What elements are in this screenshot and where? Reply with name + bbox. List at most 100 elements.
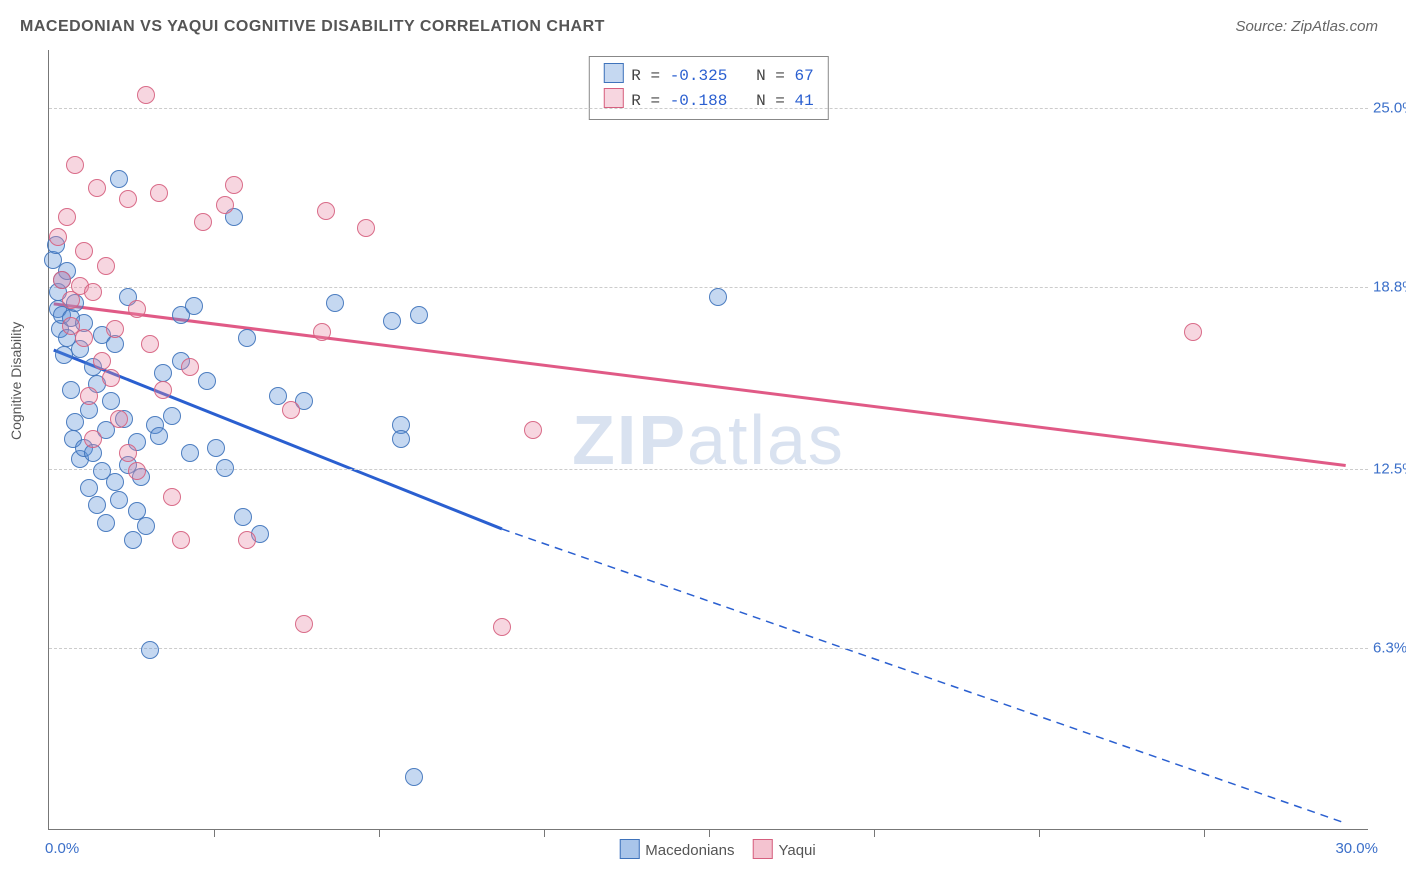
data-point	[410, 306, 428, 324]
legend-swatch	[619, 839, 639, 859]
chart-title: MACEDONIAN VS YAQUI COGNITIVE DISABILITY…	[20, 18, 605, 36]
data-point	[154, 364, 172, 382]
data-point	[216, 196, 234, 214]
data-point	[128, 300, 146, 318]
data-point	[97, 514, 115, 532]
x-tick	[214, 829, 215, 837]
data-point	[207, 439, 225, 457]
legend-stat-row: R = -0.188 N = 41	[603, 88, 813, 113]
data-point	[150, 427, 168, 445]
data-point	[88, 179, 106, 197]
data-point	[238, 329, 256, 347]
data-point	[66, 156, 84, 174]
data-point	[216, 459, 234, 477]
data-point	[172, 531, 190, 549]
legend-stat-row: R = -0.325 N = 67	[603, 63, 813, 88]
x-tick	[1039, 829, 1040, 837]
data-point	[97, 257, 115, 275]
data-point	[282, 401, 300, 419]
chart-plot-area: ZIPatlas R = -0.325 N = 67R = -0.188 N =…	[48, 50, 1368, 830]
y-tick-label: 6.3%	[1373, 640, 1406, 657]
legend-series: Macedonians Yaqui	[601, 839, 816, 859]
legend-swatch	[603, 63, 623, 83]
gridline	[49, 108, 1368, 109]
data-point	[150, 184, 168, 202]
data-point	[110, 170, 128, 188]
y-tick-label: 18.8%	[1373, 278, 1406, 295]
data-point	[58, 208, 76, 226]
x-tick	[544, 829, 545, 837]
data-point	[110, 410, 128, 428]
data-point	[84, 430, 102, 448]
data-point	[326, 294, 344, 312]
x-tick	[379, 829, 380, 837]
legend-label: Macedonians	[645, 842, 734, 859]
legend-label: Yaqui	[778, 842, 815, 859]
data-point	[75, 329, 93, 347]
x-tick	[1204, 829, 1205, 837]
data-point	[88, 496, 106, 514]
regression-lines-layer	[49, 50, 1368, 829]
data-point	[493, 618, 511, 636]
data-point	[269, 387, 287, 405]
source-label: Source: ZipAtlas.com	[1235, 18, 1378, 35]
data-point	[124, 531, 142, 549]
data-point	[238, 531, 256, 549]
data-point	[1184, 323, 1202, 341]
data-point	[357, 219, 375, 237]
data-point	[313, 323, 331, 341]
data-point	[154, 381, 172, 399]
regression-line-dashed	[502, 529, 1346, 823]
watermark: ZIPatlas	[572, 400, 845, 480]
x-axis-min-label: 0.0%	[45, 840, 79, 857]
data-point	[383, 312, 401, 330]
data-point	[53, 271, 71, 289]
legend-stats-box: R = -0.325 N = 67R = -0.188 N = 41	[588, 56, 828, 120]
data-point	[163, 407, 181, 425]
data-point	[234, 508, 252, 526]
data-point	[198, 372, 216, 390]
gridline	[49, 469, 1368, 470]
y-axis-label: Cognitive Disability	[8, 322, 24, 440]
data-point	[317, 202, 335, 220]
data-point	[80, 479, 98, 497]
x-tick	[709, 829, 710, 837]
data-point	[524, 421, 542, 439]
data-point	[106, 320, 124, 338]
data-point	[709, 288, 727, 306]
legend-swatch	[603, 88, 623, 108]
gridline	[49, 648, 1368, 649]
data-point	[405, 768, 423, 786]
legend-swatch	[752, 839, 772, 859]
data-point	[295, 615, 313, 633]
data-point	[392, 430, 410, 448]
x-tick	[874, 829, 875, 837]
y-tick-label: 12.5%	[1373, 460, 1406, 477]
data-point	[141, 335, 159, 353]
data-point	[141, 641, 159, 659]
x-axis-max-label: 30.0%	[1335, 840, 1378, 857]
data-point	[102, 369, 120, 387]
data-point	[137, 86, 155, 104]
data-point	[181, 358, 199, 376]
data-point	[163, 488, 181, 506]
data-point	[93, 352, 111, 370]
data-point	[181, 444, 199, 462]
data-point	[75, 242, 93, 260]
data-point	[119, 444, 137, 462]
data-point	[110, 491, 128, 509]
data-point	[80, 387, 98, 405]
data-point	[119, 190, 137, 208]
data-point	[62, 381, 80, 399]
data-point	[106, 473, 124, 491]
data-point	[225, 176, 243, 194]
data-point	[137, 517, 155, 535]
data-point	[84, 283, 102, 301]
data-point	[194, 213, 212, 231]
y-tick-label: 25.0%	[1373, 99, 1406, 116]
data-point	[102, 392, 120, 410]
data-point	[49, 228, 67, 246]
data-point	[128, 462, 146, 480]
data-point	[185, 297, 203, 315]
gridline	[49, 287, 1368, 288]
